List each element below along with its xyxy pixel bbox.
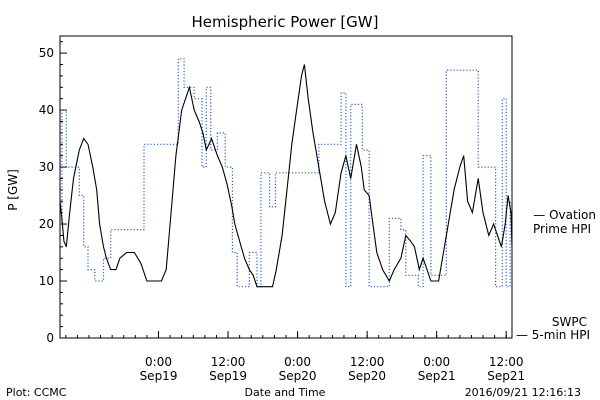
- footer-credit: Plot: CCMC: [6, 386, 67, 399]
- x-tick-date: Sep21: [418, 369, 456, 383]
- x-tick-time: 12:00: [350, 355, 385, 369]
- x-axis: 0:00Sep1912:00Sep190:00Sep2012:00Sep200:…: [65, 331, 525, 383]
- x-tick-date: Sep20: [348, 369, 386, 383]
- x-tick-date: Sep21: [487, 369, 525, 383]
- series-ovation-prime-line: [60, 58, 512, 288]
- y-tick-label: 20: [39, 217, 54, 231]
- x-tick-date: Sep20: [279, 369, 317, 383]
- y-tick-label: 10: [39, 274, 54, 288]
- x-tick-time: 0:00: [423, 355, 450, 369]
- series-layer: [59, 58, 513, 288]
- y-axis-label: P [GW]: [6, 169, 20, 211]
- y-tick-label: 40: [39, 103, 54, 117]
- x-tick-date: Sep19: [140, 369, 178, 383]
- legend-ovation-line2: Prime HPI: [533, 222, 591, 236]
- legend-swpc-line2: — 5-min HPI: [516, 328, 590, 342]
- legend-swpc: SWPC — 5-min HPI: [516, 315, 590, 342]
- legend-ovation: — Ovation Prime HPI: [533, 208, 596, 236]
- x-tick-time: 0:00: [284, 355, 311, 369]
- y-axis: 0 10 20 30 40 50: [39, 41, 67, 345]
- legend-swpc-line1: SWPC: [552, 315, 587, 329]
- x-tick-time: 12:00: [211, 355, 246, 369]
- chart-title: Hemispheric Power [GW]: [192, 13, 379, 31]
- plot-frame: [59, 35, 513, 339]
- x-tick-time: 12:00: [489, 355, 524, 369]
- legend-ovation-line1: — Ovation: [533, 208, 596, 222]
- y-tick-label: 30: [39, 160, 54, 174]
- y-tick-label: 0: [46, 331, 54, 345]
- x-tick-time: 0:00: [145, 355, 172, 369]
- y-tick-label: 50: [39, 46, 54, 60]
- x-axis-label: Date and Time: [245, 386, 326, 399]
- x-tick-date: Sep19: [209, 369, 247, 383]
- series-swpc-line: [59, 64, 513, 288]
- footer-timestamp: 2016/09/21 12:16:13: [465, 386, 581, 399]
